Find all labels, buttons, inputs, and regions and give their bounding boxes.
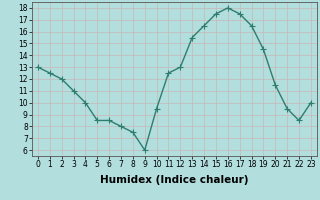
- X-axis label: Humidex (Indice chaleur): Humidex (Indice chaleur): [100, 175, 249, 185]
